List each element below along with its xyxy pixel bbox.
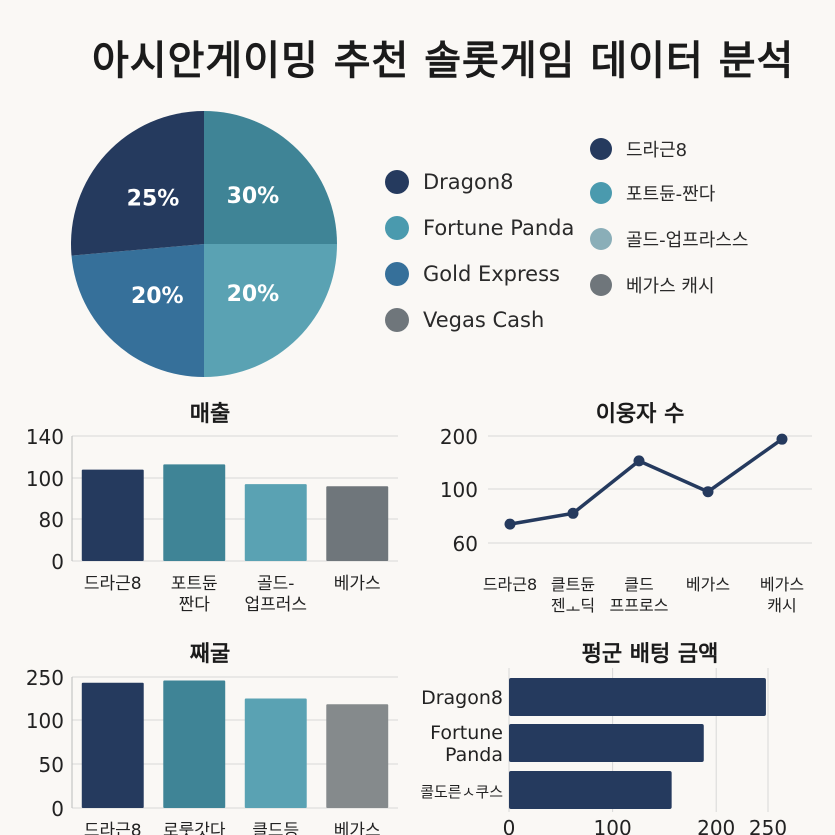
data-point	[567, 507, 579, 519]
x-tick-label: 클드등	[252, 821, 299, 835]
bar	[509, 724, 704, 762]
bar	[163, 680, 226, 808]
bar	[244, 484, 307, 561]
x-tick-label: 250	[749, 816, 787, 835]
data-point	[504, 518, 516, 530]
pie-slice-label: 30%	[227, 184, 280, 209]
y-tick-label: 100	[26, 709, 64, 733]
y-tick-label: 0	[51, 797, 64, 821]
legend-label: 포트듄-짠다	[626, 184, 716, 205]
legend-item-ko: 베가스 캐시	[590, 272, 715, 298]
x-tick-label: 드라근8	[84, 821, 142, 835]
pie-slice-fortune-panda	[204, 111, 337, 244]
y-tick-label: 140	[26, 425, 64, 449]
pie-slice-gold-express	[71, 244, 204, 377]
pie-slice-label: 20%	[227, 282, 280, 307]
legend-label: Fortune Panda	[423, 216, 575, 240]
y-tick-label: 250	[26, 666, 64, 690]
legend-label: 골드-업프라스스	[626, 230, 749, 251]
x-tick-label: 베가스 캐시	[760, 575, 804, 615]
bar	[81, 682, 144, 808]
legend-swatch	[590, 274, 612, 296]
x-tick-label: 0	[503, 816, 516, 835]
third-chart-title: 째굴	[189, 642, 231, 667]
x-tick-label: 포트듄 짠다	[171, 574, 218, 615]
y-tick-label: 200	[440, 425, 478, 449]
x-tick-label: 클트듄 젠ᅟᅩ딕	[551, 575, 595, 615]
avg-bet-chart-title: 펑군 배텅 금액	[581, 642, 719, 667]
pie-slice-label: 20%	[131, 284, 184, 309]
x-tick-label: 베가스	[334, 821, 381, 835]
y-category-label: Dragon8	[421, 687, 503, 709]
x-tick-label: 베가스	[686, 575, 730, 594]
page-title: 아시안게이밍 추천 솔롯게임 데이터 분석	[92, 38, 795, 84]
legend-label: Gold Express	[423, 262, 560, 286]
data-point	[633, 455, 645, 467]
legend-swatch	[590, 138, 612, 160]
pie-slice-label: 25%	[127, 186, 180, 211]
legend-item: Dragon8	[385, 170, 514, 194]
data-point	[702, 486, 714, 498]
legend-label: 베가스 캐시	[626, 276, 715, 297]
bar	[326, 704, 389, 808]
legend-swatch	[590, 182, 612, 204]
legend-swatch	[385, 216, 409, 240]
legend-swatch	[385, 308, 409, 332]
x-tick-label: 100	[594, 816, 632, 835]
legend-swatch	[590, 228, 612, 250]
legend-item: Gold Express	[385, 262, 560, 286]
x-tick-label: 200	[697, 816, 735, 835]
bar	[509, 771, 672, 809]
bar	[509, 678, 766, 716]
data-point	[776, 433, 788, 445]
bar	[81, 469, 144, 561]
legend-label: 드라근8	[626, 140, 688, 161]
y-tick-label: 100	[26, 467, 64, 491]
pie-slice-vegas-cash	[204, 244, 337, 377]
legend-english: Dragon8 Fortune Panda Gold Express Vegas Ca…	[385, 0, 595, 835]
x-tick-label: 클드 프프로스	[610, 575, 669, 615]
x-tick-label: 드라근8	[483, 575, 537, 594]
legend-item-ko: 골드-업프라스스	[590, 226, 748, 252]
y-tick-label: 100	[440, 478, 478, 502]
legend-item-ko: 포트듄-짠다	[590, 180, 715, 206]
y-tick-label: 60	[453, 532, 478, 556]
y-tick-label: 80	[39, 508, 64, 532]
legend-label: Dragon8	[423, 170, 514, 194]
y-category-label: 콜도른ㅅ쿠스	[420, 783, 503, 801]
legend-swatch	[385, 170, 409, 194]
x-tick-label: 로룻갓다	[163, 821, 226, 835]
users-chart-title: 이웅자 수	[595, 402, 685, 427]
x-tick-label: 골드-업프러스	[244, 574, 307, 615]
bar	[163, 464, 226, 561]
legend-swatch	[385, 262, 409, 286]
bar	[244, 698, 307, 808]
legend-label: Vegas Cash	[423, 308, 545, 332]
y-tick-label: 50	[39, 753, 64, 777]
x-tick-label: 베가스	[334, 574, 381, 594]
y-tick-label: 0	[51, 550, 64, 574]
pie-slice-dragon8	[71, 111, 204, 256]
legend-item: Fortune Panda	[385, 216, 574, 240]
legend-item: Vegas Cash	[385, 308, 544, 332]
y-category-label: Fortune Panda	[430, 722, 503, 766]
sales-chart-title: 매출	[189, 402, 231, 427]
x-tick-label: 드라근8	[84, 574, 142, 594]
legend-item-ko: 드라근8	[590, 136, 687, 162]
bar	[326, 486, 389, 561]
